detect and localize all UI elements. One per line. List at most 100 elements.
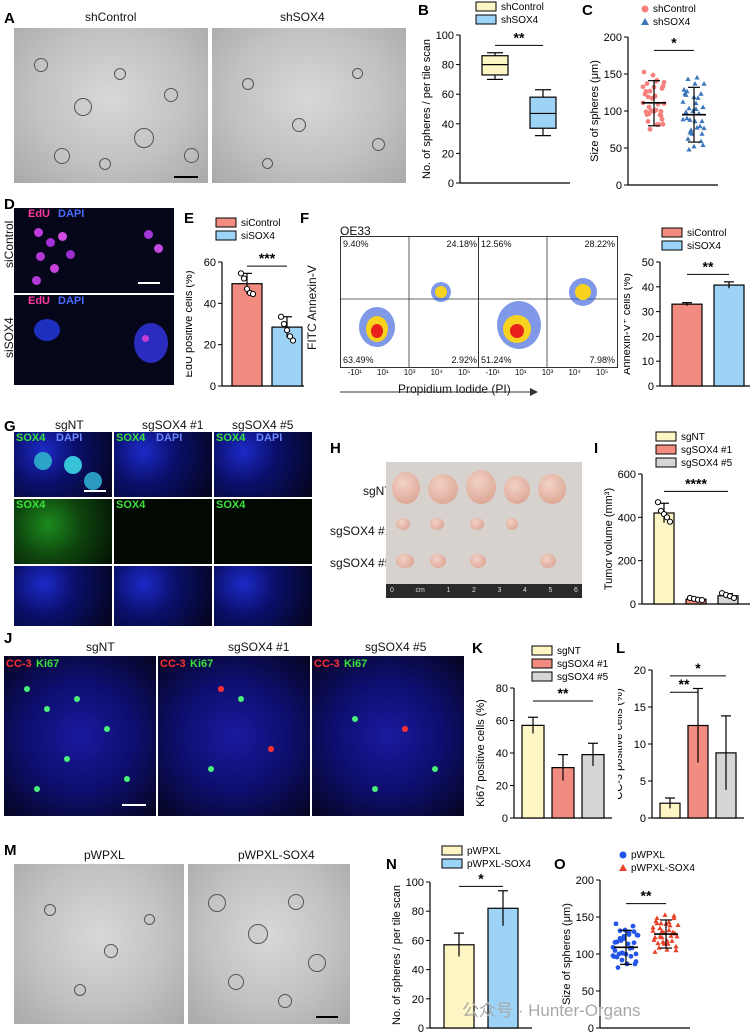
chart-k: 0 20 40 60 80 Ki67 positive cells (%) sgNT sgSO… [475,645,612,825]
y-axis-title: No. of spheres / per tile scan [391,885,403,1025]
panel-d-image-top: EdU DAPI [14,208,174,293]
data-point [237,270,245,277]
significance-label: ** [641,888,652,904]
legend-label: pWPXL [631,850,665,861]
legend-label: pWPXL-SOX4 [631,863,695,874]
data-point [640,84,646,90]
data-point [662,912,668,917]
panel-label-i: I [594,440,599,457]
panel-label-j: J [4,630,13,647]
panel-j-image-sg1: CC-3 Ki67 [158,656,310,816]
y-axis-title: Tumor volume (mm³) [603,488,615,590]
panel-g-sox4-sg5: SOX4 [214,499,312,564]
panel-j-image-sg5: CC-3 Ki67 [312,656,464,816]
legend-marker [641,18,649,25]
legend-label: sgSOX4 #5 [557,672,609,683]
data-point [286,333,294,340]
data-point [689,131,695,136]
panel-g-merge-sgnt: SOX4 DAPI [14,432,112,497]
flow-cell-line: OE33 [340,224,371,238]
panel-h-row2: sgSOX4 #1 [330,524,392,538]
data-point [663,514,671,521]
data-point [620,950,626,956]
panel-label-g: G [4,418,16,435]
y-tick-label: 60 [496,716,508,728]
panel-label-b: B [418,2,429,19]
y-tick-label: 50 [642,257,654,269]
legend-label: shSOX4 [653,17,691,28]
data-point [630,923,636,929]
panel-j-col3: sgSOX4 #5 [365,640,427,654]
data-point [698,597,706,604]
chart-o: 0 50 100 150 200 Size of spheres (μm) pWPXL pWP… [561,850,695,1035]
data-point [693,106,699,111]
data-point [652,949,658,954]
channel-dapi-label: DAPI [58,208,85,220]
data-point [650,928,656,933]
panel-m-right-title: pWPXL-SOX4 [238,848,315,862]
y-tick-label: 40 [412,965,424,977]
data-point [659,86,665,91]
flow-x-tick: 10⁵ [596,368,609,377]
channel-sox4-label: SOX4 [116,499,146,511]
data-point [680,116,686,122]
box [481,55,509,76]
ruler-tick: 1 [446,587,451,594]
y-axis-title: Size of spheres (μm) [589,60,601,162]
data-point [657,925,663,931]
data-point [280,320,288,328]
panel-g-col1: sgNT [55,418,84,432]
legend-label: sgNT [557,646,581,657]
y-tick-label: 50 [610,143,622,155]
data-point [659,116,665,122]
y-tick-label: 40 [642,282,654,294]
channel-sox4-label: SOX4 [216,499,246,511]
data-point [666,919,672,925]
bar [521,724,545,819]
data-point [687,117,693,122]
data-point [694,125,700,130]
y-axis-title: Size of spheres (μm) [561,903,573,1005]
data-point [650,72,656,78]
y-tick-label: 150 [576,912,594,924]
data-point [693,100,699,106]
channel-sox4-label: SOX4 [16,499,46,511]
legend-swatch [655,444,677,455]
watermark: 公众号 · Hunter-Organs [462,1001,641,1020]
panel-label-k: K [472,640,483,657]
data-point [613,921,619,927]
significance-label: * [695,660,701,676]
significance-label: * [671,34,677,50]
legend-swatch [661,227,683,238]
legend-label: sgSOX4 #1 [681,445,733,456]
y-tick-label: 200 [604,32,622,44]
data-point [661,79,667,85]
flow-right-lr: 7.98% [589,355,615,365]
legend-label: pWPXL-SOX4 [467,859,531,870]
flow-left-ul: 9.40% [343,239,369,249]
data-point [673,943,679,949]
data-point [698,91,704,96]
y-tick-label: 40 [442,119,454,131]
data-point [651,937,657,942]
panel-h-row1: sgNT [363,484,392,498]
legend-label: shControl [501,2,544,13]
legend-label: shSOX4 [501,15,539,26]
significance-label: ** [679,676,690,692]
flow-x-tick: -10¹ [485,368,500,377]
legend-swatch [531,645,553,656]
data-point [654,499,662,506]
y-tick-label: 100 [604,106,622,118]
legend-label: siSOX4 [687,241,721,252]
data-point [674,933,680,939]
data-point [647,88,653,94]
data-point [283,327,291,334]
panel-d-row1-label: siControl [2,220,16,268]
y-tick-label: 0 [630,599,636,611]
chart-f: 0 10 20 30 40 50 Annexin-V⁺ cells (%) siControl… [624,227,750,393]
y-tick-label: 10 [634,739,646,751]
data-point [632,961,638,967]
panel-a-brightfield-right [212,28,406,183]
